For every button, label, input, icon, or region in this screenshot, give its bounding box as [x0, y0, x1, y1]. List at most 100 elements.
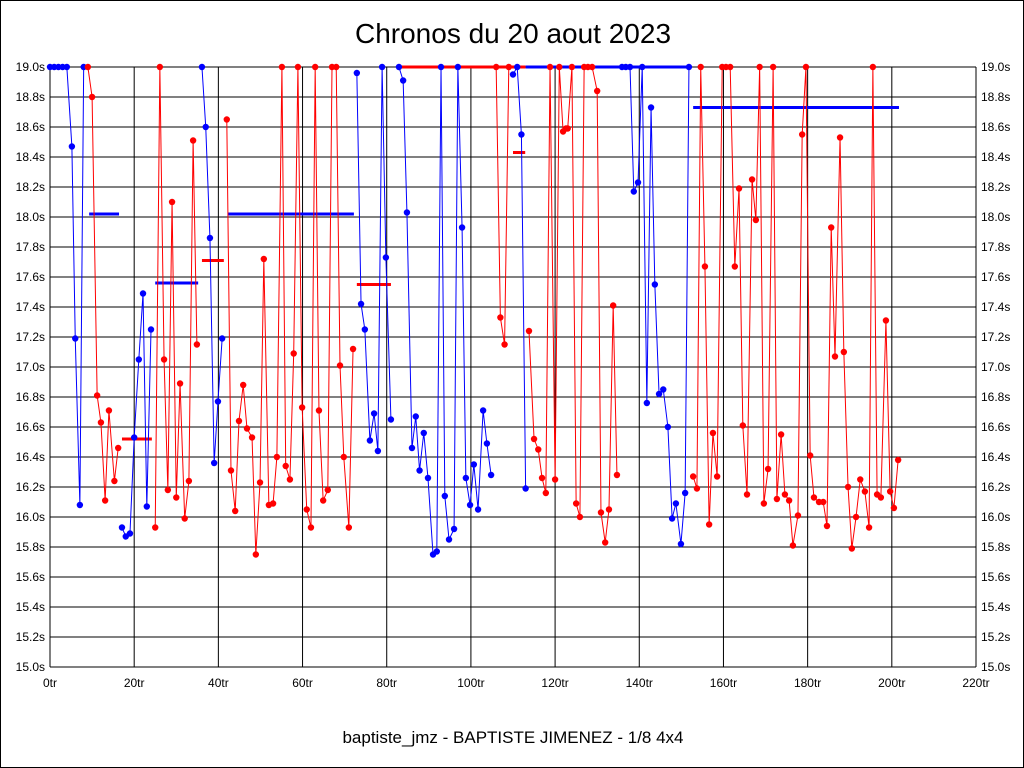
data-point-red [773, 495, 781, 503]
data-point-red [609, 302, 617, 309]
series-line-blue [398, 66, 492, 556]
data-point-red [173, 494, 180, 501]
y-tick-label-right: 18.4s [981, 150, 1010, 164]
series-line-blue [622, 66, 690, 545]
data-point-blue [639, 63, 646, 71]
y-tick-label-left: 18.6s [16, 120, 45, 134]
x-tick-label: 120tr [541, 676, 568, 690]
y-tick-label-left: 18.4s [16, 150, 45, 164]
data-point-red [605, 506, 613, 513]
data-point-red [752, 216, 760, 224]
data-point-red [333, 63, 340, 71]
y-tick-label-right: 16.0s [981, 510, 1010, 524]
y-tick-label-left: 17.0s [16, 360, 45, 374]
run-blue [353, 63, 395, 455]
y-tick-label-left: 18.0s [16, 210, 45, 224]
data-point-red [501, 341, 508, 348]
data-point-blue [458, 224, 466, 231]
data-point-blue [202, 123, 209, 131]
data-point-red [164, 486, 172, 494]
data-point-red [613, 471, 621, 479]
data-point-blue [479, 407, 487, 414]
y-tick-label-right: 16.4s [981, 450, 1010, 464]
y-tick-label-right: 15.8s [981, 540, 1010, 554]
data-point-red [535, 446, 542, 453]
data-point-blue [445, 536, 453, 543]
data-point-blue [433, 548, 441, 555]
data-point-blue [655, 390, 663, 398]
data-point-blue [416, 467, 423, 474]
x-tick-label: 40tr [208, 676, 229, 690]
data-point-red [769, 63, 777, 71]
data-point-red [794, 512, 802, 519]
data-point-red [882, 317, 890, 324]
data-point-blue [466, 501, 474, 509]
data-point-red [756, 63, 763, 71]
x-tick-label: 200tr [878, 676, 905, 690]
y-tick-label-left: 16.8s [16, 390, 45, 404]
data-point-red [286, 476, 294, 483]
data-point-blue [424, 474, 432, 482]
data-point-blue [118, 524, 126, 531]
y-tick-label-right: 17.0s [981, 360, 1010, 374]
data-point-red [802, 63, 810, 71]
y-tick-label-right: 16.2s [981, 480, 1010, 494]
series-line-red [528, 66, 618, 543]
run-blue [46, 63, 87, 509]
y-tick-label-right: 17.6s [981, 270, 1010, 284]
data-point-blue [681, 489, 689, 497]
y-tick-label-left: 16.4s [16, 450, 45, 464]
y-tick-label-left: 18.8s [16, 90, 45, 104]
y-tick-label-left: 19.0s [16, 60, 45, 74]
data-point-red [735, 185, 743, 192]
data-point-red [760, 500, 768, 507]
run-red [152, 63, 201, 531]
data-point-red [538, 474, 546, 482]
data-point-red [227, 467, 235, 474]
run-red [525, 63, 621, 546]
run-red [689, 63, 902, 552]
data-point-red [542, 489, 550, 497]
data-point-blue [374, 447, 382, 455]
data-point-blue [135, 356, 143, 363]
data-point-red [525, 327, 533, 335]
run-red [492, 63, 512, 348]
y-tick-label-right: 18.6s [981, 120, 1010, 134]
data-point-red [877, 494, 885, 501]
series-line-blue [50, 66, 85, 506]
data-point-red [890, 504, 898, 512]
data-point-red [269, 500, 277, 507]
data-point-red [497, 314, 504, 321]
data-point-blue [68, 143, 76, 150]
y-tick-label-right: 19.0s [981, 60, 1010, 74]
data-point-blue [634, 179, 642, 186]
data-point-red [731, 263, 739, 270]
y-tick-label-left: 15.0s [16, 660, 45, 674]
y-tick-label-right: 16.6s [981, 420, 1010, 434]
data-point-red [97, 419, 105, 426]
data-point-red [307, 524, 315, 531]
data-point-red [806, 452, 814, 459]
data-point-red [844, 483, 852, 491]
data-point-red [319, 497, 327, 504]
data-point-red [232, 507, 239, 515]
data-point-red [298, 404, 306, 411]
series [46, 63, 902, 558]
data-point-red [290, 350, 297, 357]
data-point-blue [643, 399, 651, 407]
data-point-blue [509, 71, 517, 78]
data-point-red [492, 63, 500, 71]
x-tick-label: 100tr [457, 676, 484, 690]
data-point-red [311, 63, 319, 71]
data-point-blue [198, 63, 206, 71]
data-point-blue [651, 281, 659, 288]
data-point-red [601, 539, 609, 546]
data-point-blue [143, 503, 151, 510]
run-blue [618, 63, 693, 548]
data-point-red [689, 473, 697, 480]
x-tick-label: 20tr [124, 676, 145, 690]
data-point-red [743, 491, 751, 498]
data-point-red [739, 422, 747, 429]
data-point-blue [130, 434, 138, 441]
tick-labels: 15.0s 15.0s 15.2s 15.2s 15.4s 15.4s 15.6s 15.6s… [16, 60, 1011, 690]
